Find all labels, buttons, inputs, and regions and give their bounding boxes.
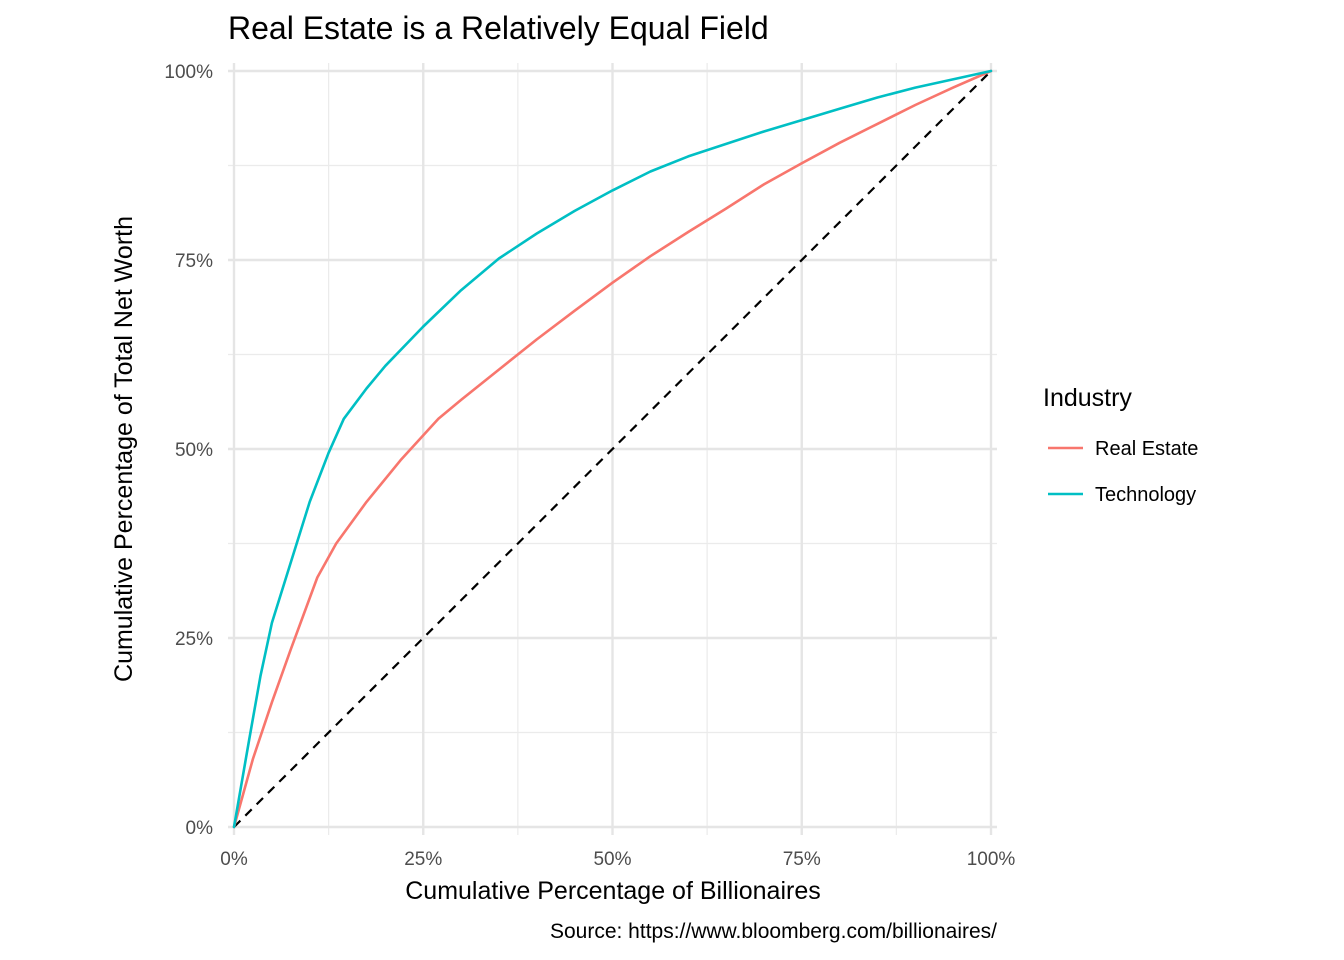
y-axis-ticks: 0% 25% 50% 75% 100% — [164, 62, 213, 839]
y-tick-label: 25% — [175, 629, 213, 650]
y-tick-label: 0% — [186, 818, 214, 839]
x-tick-label: 25% — [404, 849, 442, 870]
legend-items: Real Estate Technology — [1048, 438, 1198, 506]
x-tick-label: 50% — [593, 849, 631, 870]
legend: Industry Real Estate Technology — [1043, 384, 1198, 506]
source-caption: Source: https://www.bloomberg.com/billio… — [550, 920, 997, 943]
x-tick-label: 100% — [967, 849, 1016, 870]
series-lines — [232, 69, 993, 829]
equality-reference-line — [233, 70, 992, 828]
x-axis-ticks: 0% 25% 50% 75% 100% — [220, 849, 1015, 870]
y-tick-label: 50% — [175, 440, 213, 461]
legend-label-0: Real Estate — [1095, 438, 1198, 460]
chart-title: Real Estate is a Relatively Equal Field — [228, 10, 769, 46]
y-tick-label: 75% — [175, 251, 213, 272]
legend-title: Industry — [1043, 384, 1132, 412]
x-tick-label: 0% — [220, 849, 248, 870]
series-line-1 — [232, 69, 993, 829]
y-axis-title: Cumulative Percentage of Total Net Worth — [110, 216, 138, 682]
legend-label-1: Technology — [1095, 484, 1196, 506]
x-axis-title: Cumulative Percentage of Billionaires — [405, 877, 821, 905]
series-line-0 — [232, 69, 993, 829]
x-tick-label: 75% — [783, 849, 821, 870]
y-tick-label: 100% — [164, 62, 213, 83]
